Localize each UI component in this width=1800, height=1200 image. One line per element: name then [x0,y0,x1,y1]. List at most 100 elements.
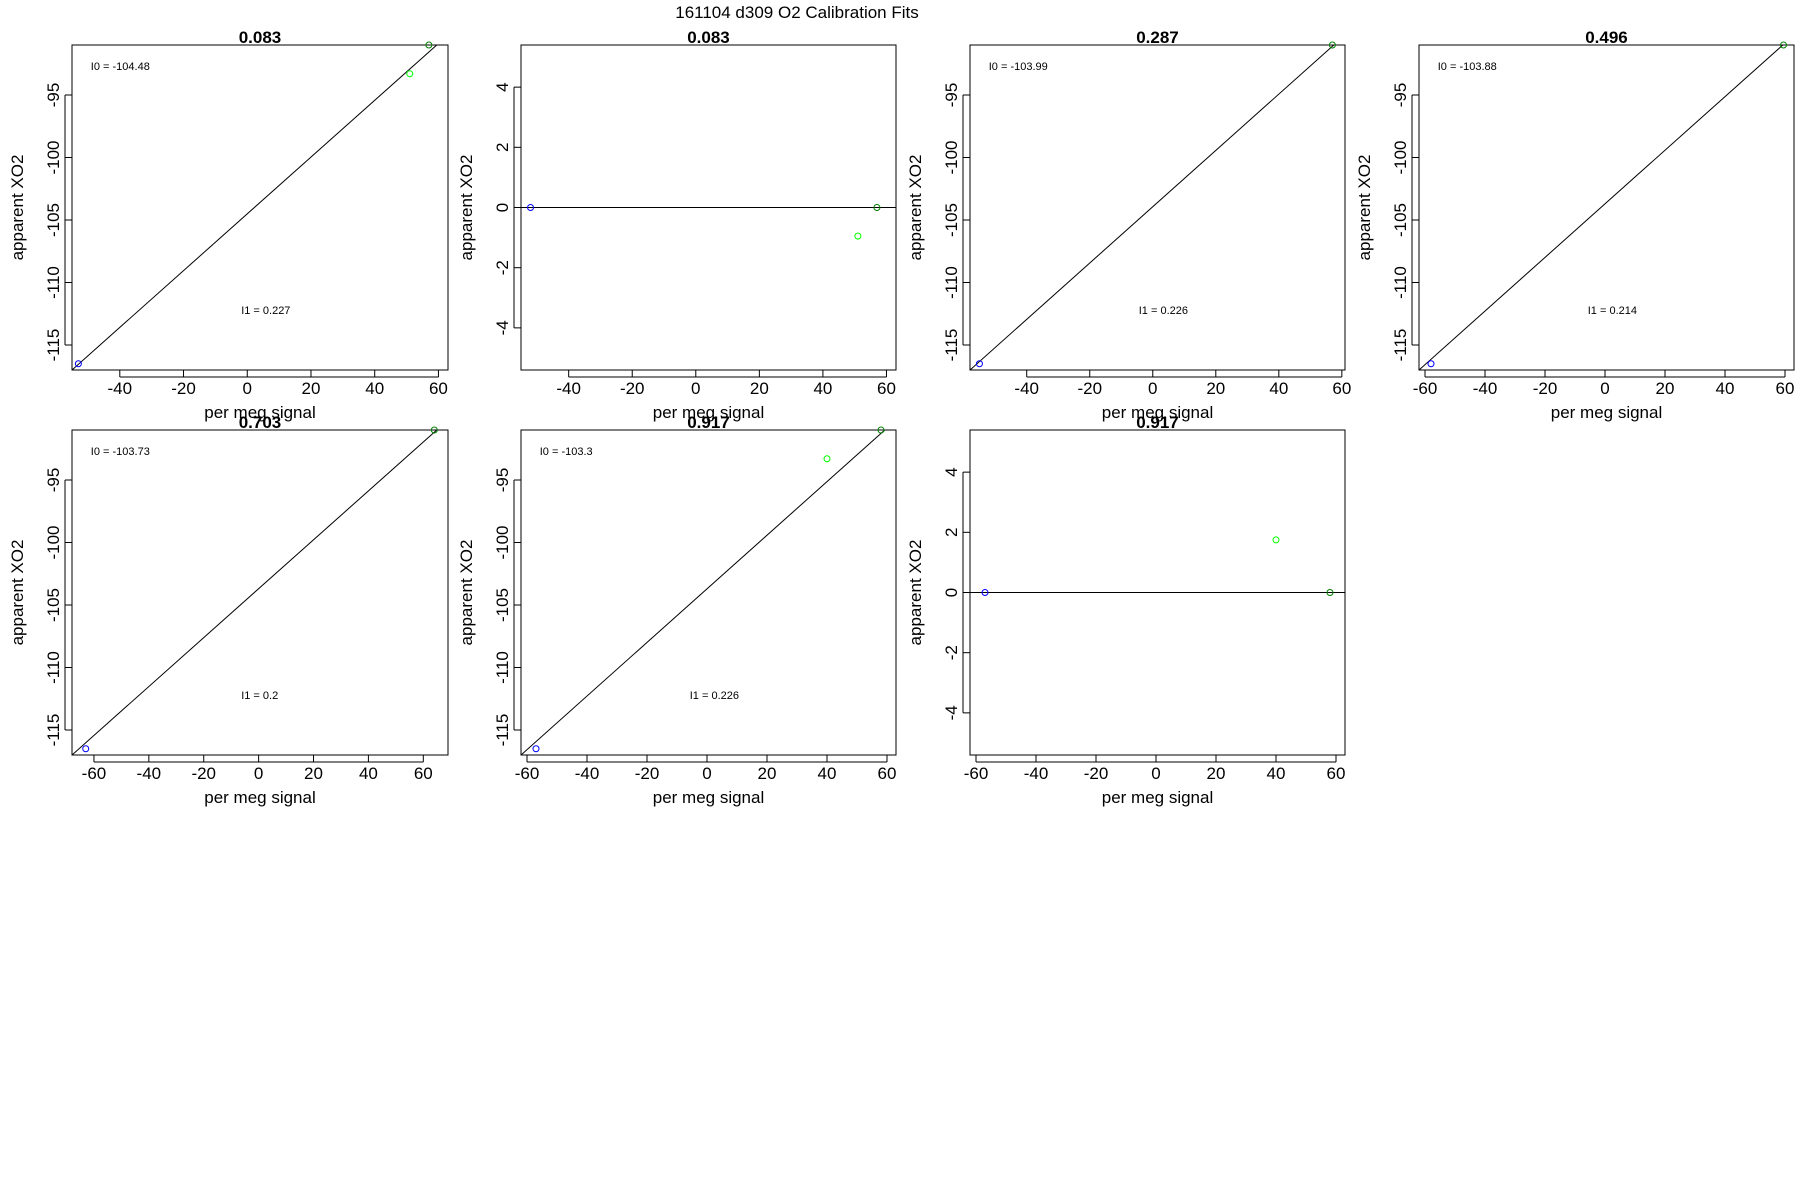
x-axis-label: per meg signal [1102,403,1214,422]
x-tick-label: 60 [1332,379,1351,398]
x-axis-label: per meg signal [1102,788,1214,807]
y-tick-label: -115 [44,714,63,747]
y-tick-label: 4 [942,467,961,476]
x-tick-label: -40 [1473,379,1498,398]
y-tick-label: -100 [44,140,63,174]
data-point [981,589,989,596]
slope-annotation: I1 = 0.214 [1588,305,1637,317]
y-tick-label: -105 [44,203,63,237]
data-point [74,360,82,368]
x-tick-label: 0 [691,379,700,398]
chart-panel: 0.496 -60 -40 -20 0 20 40 60 -95 -100 -105 -110 -115… [1355,28,1795,422]
data-point [854,232,862,240]
data-point [873,204,881,211]
x-axis-label: per meg signal [653,403,765,422]
y-tick-label: -105 [44,588,63,622]
panel-title: 0.917 [687,413,730,432]
y-tick-label: -110 [942,266,961,299]
y-tick-label: -105 [493,588,512,622]
y-tick-label: -115 [942,329,961,362]
y-tick-label: -105 [942,203,961,237]
x-tick-label: 0 [254,764,263,783]
data-point [406,70,414,78]
y-tick-label: -110 [493,651,512,684]
plot-frame [1418,44,1795,371]
data-point [1272,536,1280,544]
y-tick-label: -110 [1391,266,1410,299]
y-axis-label: apparent XO2 [457,155,476,261]
plot-frame [71,429,449,756]
data-point [425,41,433,49]
y-tick-label: -4 [493,320,512,335]
intercept-annotation: I0 = -103.3 [540,446,593,458]
fit-line [970,45,1335,370]
y-tick-label: -110 [44,651,63,684]
data-point [1326,589,1334,596]
y-axis-label: apparent XO2 [8,155,27,261]
x-tick-label: 40 [1716,379,1735,398]
x-tick-label: 20 [304,764,323,783]
x-tick-label: 40 [359,764,378,783]
data-point [532,745,540,753]
x-tick-label: -40 [1024,764,1049,783]
data-point [430,426,438,434]
x-tick-label: -20 [191,764,216,783]
intercept-annotation: I0 = -103.88 [1438,61,1497,73]
y-tick-label: -100 [493,525,512,559]
y-tick-label: -110 [44,266,63,299]
chart-panel: 0.083 -40 -20 0 20 40 60 -95 -100 -105 -110 -115 per… [8,28,449,422]
slope-annotation: I1 = 0.226 [1139,305,1188,317]
plot-frame [969,44,1346,371]
x-tick-label: -40 [108,379,133,398]
y-tick-label: 2 [942,528,961,537]
x-tick-label: -40 [575,764,600,783]
x-tick-label: 0 [1600,379,1609,398]
fit-line [72,430,438,755]
x-tick-label: -20 [620,379,645,398]
x-tick-label: -20 [1077,379,1102,398]
intercept-annotation: I0 = -103.99 [989,61,1048,73]
y-tick-label: -4 [942,705,961,720]
chart-panel: 0.287 -40 -20 0 20 40 60 -95 -100 -105 -110 -115 per… [906,28,1351,422]
panel-title: 0.917 [1136,413,1179,432]
data-point [823,455,831,463]
panel-title: 0.083 [239,28,282,47]
y-tick-label: -95 [44,83,63,108]
slope-annotation: I1 = 0.226 [690,690,739,702]
panel-title: 0.083 [687,28,730,47]
x-tick-label: 20 [758,764,777,783]
x-tick-label: -60 [964,764,989,783]
x-tick-label: 20 [1207,764,1226,783]
panel-title: 0.287 [1136,28,1179,47]
y-tick-label: -115 [1391,329,1410,362]
y-tick-label: -2 [493,260,512,275]
y-axis-label: apparent XO2 [906,155,925,261]
x-tick-label: 40 [813,379,832,398]
slope-annotation: I1 = 0.227 [241,305,290,317]
data-point [527,204,535,211]
x-tick-label: 60 [1327,764,1346,783]
x-tick-label: -40 [1014,379,1039,398]
data-point [1780,41,1787,49]
x-tick-label: -40 [556,379,581,398]
fit-line [521,430,886,755]
y-axis-label: apparent XO2 [8,540,27,646]
data-point [1328,41,1336,49]
x-tick-label: -60 [1413,379,1438,398]
page-title: 161104 d309 O2 Calibration Fits [675,3,919,22]
intercept-annotation: I0 = -103.73 [91,446,150,458]
y-tick-label: 0 [493,203,512,212]
x-tick-label: 20 [1206,379,1225,398]
y-axis-label: apparent XO2 [457,540,476,646]
intercept-annotation: I0 = -104.48 [91,61,150,73]
x-tick-label: -20 [171,379,196,398]
data-point [877,426,885,434]
y-tick-label: -95 [44,468,63,493]
x-tick-label: 60 [1776,379,1795,398]
x-axis-label: per meg signal [204,788,316,807]
fit-line [72,45,438,370]
x-tick-label: 0 [1148,379,1157,398]
slope-annotation: I1 = 0.2 [241,690,278,702]
x-tick-label: 20 [750,379,769,398]
